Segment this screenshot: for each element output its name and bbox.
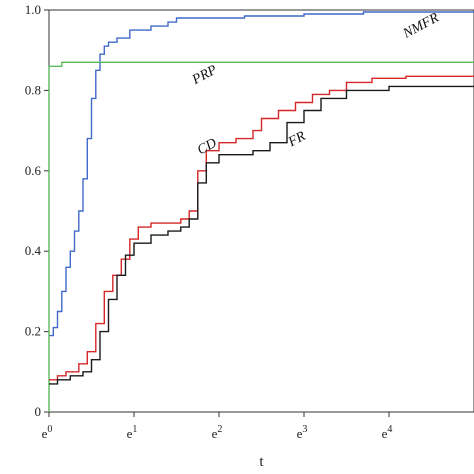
plot-area: 0 0.2 0.4 0.6 0.8 1.0 e0 e1 e2 e3 e4 t NMFR PRP CD FR <box>25 2 474 470</box>
x-tick-label: e3 <box>297 424 308 441</box>
annotation-cd: CD <box>195 136 219 158</box>
series-line-nmfr <box>49 11 474 337</box>
y-tick-label: 0.4 <box>25 243 42 258</box>
x-axis-title: t <box>259 454 264 470</box>
y-tick-label: 0.8 <box>25 82 41 97</box>
y-tick-label: 1.0 <box>25 2 41 17</box>
y-tick-label: 0 <box>35 404 42 419</box>
x-tick-label: e4 <box>382 424 393 441</box>
series-line-fr <box>49 85 474 385</box>
x-tick-label: e1 <box>127 424 138 441</box>
y-tick-label: 0.6 <box>25 163 42 178</box>
x-tick-label: e0 <box>42 424 53 441</box>
y-tick-label: 0.2 <box>25 324 41 339</box>
x-tick-label: e2 <box>212 424 223 441</box>
series-line-cd <box>49 75 474 381</box>
series-line-prp <box>48 61 474 412</box>
annotation-fr: FR <box>285 129 308 151</box>
annotation-prp: PRP <box>189 62 220 88</box>
annotation-nmfr: NMFR <box>400 10 442 42</box>
plot-frame <box>48 9 474 413</box>
